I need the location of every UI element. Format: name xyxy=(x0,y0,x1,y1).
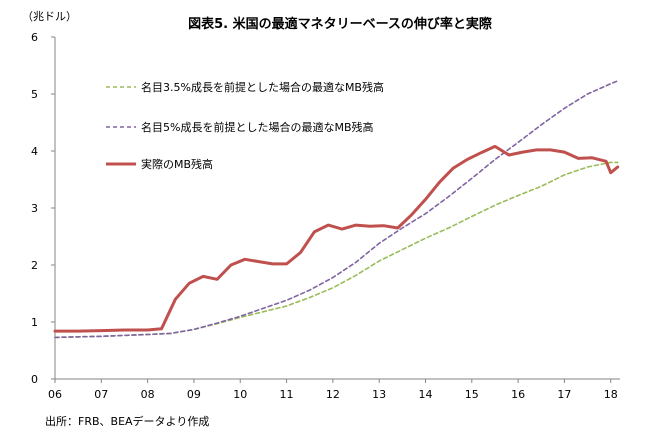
series-line-0 xyxy=(54,161,619,339)
y-tick-label: 1 xyxy=(31,316,38,329)
legend: 名目3.5%成長を前提とした場合の最適なMB残高 名目5%成長を前提とした場合の… xyxy=(106,80,384,171)
x-tick-label: 14 xyxy=(418,388,432,401)
x-tick-label: 17 xyxy=(557,388,571,401)
x-tick-label: 16 xyxy=(511,388,525,401)
x-tick-label: 15 xyxy=(465,388,479,401)
chart-title: 図表5. 米国の最適マネタリーベースの伸び率と実際 xyxy=(188,16,493,32)
series-line-1 xyxy=(54,80,619,339)
x-tick-label: 11 xyxy=(280,388,294,401)
y-tick-label: 3 xyxy=(31,202,38,215)
source-note: 出所：FRB、BEAデータより作成 xyxy=(45,414,209,428)
y-tick-label: 4 xyxy=(31,145,38,158)
x-tick-label: 13 xyxy=(372,388,386,401)
y-tick-label: 2 xyxy=(31,259,38,272)
y-tick-label: 0 xyxy=(31,373,38,386)
x-tick-label: 18 xyxy=(604,388,618,401)
y-unit-label: （兆ドル） xyxy=(22,10,77,23)
y-tick-label: 5 xyxy=(31,88,38,101)
x-tick-label: 06 xyxy=(48,388,62,401)
x-tick-label: 09 xyxy=(187,388,201,401)
x-tick-label: 12 xyxy=(326,388,340,401)
x-tick-label: 08 xyxy=(141,388,155,401)
legend-label-purple: 名目5%成長を前提とした場合の最適なMB残高 xyxy=(141,120,374,134)
series-line-2 xyxy=(53,144,620,333)
x-tick-label: 10 xyxy=(233,388,247,401)
legend-label-red: 実際のMB残高 xyxy=(141,157,213,171)
x-tick-label: 07 xyxy=(94,388,108,401)
legend-label-green: 名目3.5%成長を前提とした場合の最適なMB残高 xyxy=(141,80,384,94)
y-tick-label: 6 xyxy=(31,31,38,44)
